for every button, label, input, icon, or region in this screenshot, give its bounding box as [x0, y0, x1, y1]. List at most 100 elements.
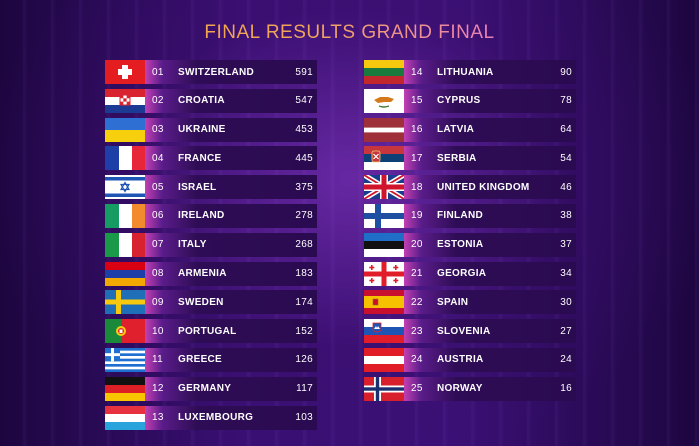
- lithuania-flag-icon: [364, 60, 404, 84]
- result-bar: 15 CYPRUS 78: [404, 88, 576, 113]
- rank-number: 25: [411, 383, 423, 395]
- result-bar: 06 IRELAND 278: [145, 203, 317, 228]
- points-value: 547: [295, 95, 313, 107]
- points-value: 591: [295, 66, 313, 78]
- country-name: GERMANY: [178, 383, 232, 395]
- result-bar: 08 ARMENIA 183: [145, 261, 317, 286]
- points-value: 27: [560, 325, 572, 337]
- switzerland-flag-icon: [105, 60, 145, 84]
- result-row: 15 CYPRUS 78: [364, 88, 576, 113]
- points-value: 37: [560, 239, 572, 251]
- rank-number: 08: [152, 268, 164, 280]
- points-value: 90: [560, 66, 572, 78]
- points-value: 152: [295, 325, 313, 337]
- greece-flag-icon: [105, 347, 145, 372]
- result-bar: 25 NORWAY 16: [404, 376, 576, 401]
- result-bar: 13 LUXEMBOURG 103: [145, 405, 317, 430]
- result-row: 02 CROATIA 547: [105, 88, 317, 113]
- france-flag-icon: [105, 146, 145, 171]
- country-name: PORTUGAL: [178, 325, 237, 337]
- slovenia-flag-icon: [364, 319, 404, 344]
- points-value: 126: [295, 354, 313, 366]
- points-value: 453: [295, 124, 313, 136]
- result-bar: 21 GEORGIA 34: [404, 261, 576, 286]
- austria-flag-icon: [364, 347, 404, 372]
- result-bar: 24 AUSTRIA 24: [404, 347, 576, 372]
- result-row: 09 SWEDEN 174: [105, 290, 317, 315]
- result-row: 10 PORTUGAL 152: [105, 319, 317, 344]
- rank-number: 03: [152, 124, 164, 136]
- country-name: ESTONIA: [437, 239, 484, 251]
- result-row: 16 LATVIA 64: [364, 117, 576, 142]
- country-name: FRANCE: [178, 152, 222, 164]
- country-name: SERBIA: [437, 152, 477, 164]
- result-row: 25 NORWAY 16: [364, 376, 576, 401]
- georgia-flag-icon: [364, 261, 404, 286]
- rank-number: 05: [152, 181, 164, 193]
- rank-number: 04: [152, 152, 164, 164]
- country-name: CYPRUS: [437, 95, 481, 107]
- result-row: 05 ISRAEL 375: [105, 175, 317, 200]
- country-name: LUXEMBOURG: [178, 412, 254, 424]
- result-row: 11 GREECE 126: [105, 347, 317, 372]
- rank-number: 18: [411, 181, 423, 193]
- croatia-flag-icon: [105, 88, 145, 113]
- country-name: SWEDEN: [178, 296, 224, 308]
- result-bar: 18 UNITED KINGDOM 46: [404, 175, 576, 200]
- rank-number: 06: [152, 210, 164, 222]
- page-title: FINAL RESULTS GRAND FINAL: [0, 22, 699, 44]
- rank-number: 10: [152, 325, 164, 337]
- serbia-flag-icon: [364, 146, 404, 171]
- points-value: 64: [560, 124, 572, 136]
- rank-number: 15: [411, 95, 423, 107]
- result-row: 17 SERBIA 54: [364, 146, 576, 171]
- result-bar: 10 PORTUGAL 152: [145, 319, 317, 344]
- latvia-flag-icon: [364, 117, 404, 142]
- points-value: 34: [560, 268, 572, 280]
- luxembourg-flag-icon: [105, 405, 145, 430]
- result-bar: 23 SLOVENIA 27: [404, 319, 576, 344]
- rank-number: 02: [152, 95, 164, 107]
- result-bar: 22 SPAIN 30: [404, 290, 576, 315]
- rank-number: 13: [152, 412, 164, 424]
- estonia-flag-icon: [364, 232, 404, 257]
- country-name: LATVIA: [437, 124, 475, 136]
- rank-number: 01: [152, 66, 164, 78]
- result-row: 21 GEORGIA 34: [364, 261, 576, 286]
- points-value: 183: [295, 268, 313, 280]
- country-name: ITALY: [178, 239, 207, 251]
- result-row: 23 SLOVENIA 27: [364, 319, 576, 344]
- spain-flag-icon: [364, 290, 404, 315]
- armenia-flag-icon: [105, 261, 145, 286]
- norway-flag-icon: [364, 376, 404, 401]
- result-bar: 14 LITHUANIA 90: [404, 60, 576, 84]
- rank-number: 21: [411, 268, 423, 280]
- points-value: 38: [560, 210, 572, 222]
- results-column-left: 01 SWITZERLAND 591 02 CROATIA 547 03 UKRAINE 453…: [105, 60, 317, 434]
- finland-flag-icon: [364, 203, 404, 228]
- italy-flag-icon: [105, 232, 145, 257]
- ireland-flag-icon: [105, 203, 145, 228]
- rank-number: 12: [152, 383, 164, 395]
- country-name: LITHUANIA: [437, 66, 494, 78]
- result-bar: 07 ITALY 268: [145, 232, 317, 257]
- result-row: 13 LUXEMBOURG 103: [105, 405, 317, 430]
- result-row: 01 SWITZERLAND 591: [105, 60, 317, 84]
- sweden-flag-icon: [105, 290, 145, 315]
- united-kingdom-flag-icon: [364, 175, 404, 200]
- country-name: FINLAND: [437, 210, 483, 222]
- country-name: ARMENIA: [178, 268, 227, 280]
- points-value: 24: [560, 354, 572, 366]
- country-name: UKRAINE: [178, 124, 226, 136]
- points-value: 30: [560, 296, 572, 308]
- result-bar: 12 GERMANY 117: [145, 376, 317, 401]
- ukraine-flag-icon: [105, 117, 145, 142]
- rank-number: 16: [411, 124, 423, 136]
- result-bar: 16 LATVIA 64: [404, 117, 576, 142]
- result-bar: 02 CROATIA 547: [145, 88, 317, 113]
- rank-number: 11: [152, 354, 163, 366]
- points-value: 174: [295, 296, 313, 308]
- points-value: 16: [560, 383, 572, 395]
- rank-number: 17: [411, 152, 423, 164]
- points-value: 278: [295, 210, 313, 222]
